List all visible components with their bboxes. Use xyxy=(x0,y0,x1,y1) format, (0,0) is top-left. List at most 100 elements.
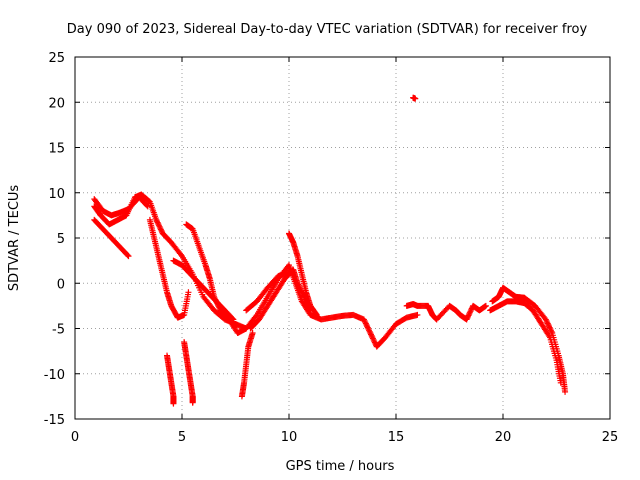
data-point xyxy=(177,251,184,258)
series-peak-10 xyxy=(286,230,320,318)
data-point xyxy=(412,95,419,102)
y-tick-label: -15 xyxy=(44,413,65,428)
data-point xyxy=(464,315,471,322)
data-point xyxy=(465,312,472,319)
data-point xyxy=(364,323,371,330)
y-tick-label: -10 xyxy=(44,368,65,383)
data-point xyxy=(185,289,192,296)
data-point xyxy=(158,227,165,234)
x-tick-label: 10 xyxy=(281,430,298,445)
data-point xyxy=(144,203,151,210)
data-point xyxy=(156,223,163,230)
y-axis-label: SDTVAR / TECUs xyxy=(7,185,22,292)
data-point xyxy=(466,309,473,316)
data-point xyxy=(363,321,370,328)
series-late-secondary xyxy=(487,298,564,386)
data-point xyxy=(562,388,569,395)
data-point xyxy=(313,311,320,318)
data-point xyxy=(249,330,256,337)
data-point xyxy=(154,219,161,226)
data-point xyxy=(155,220,162,227)
series-lower-branch-1 xyxy=(91,216,132,260)
data-point xyxy=(295,282,302,289)
data-point xyxy=(367,330,374,337)
data-point xyxy=(545,321,552,328)
data-point xyxy=(371,339,378,346)
data-point xyxy=(547,327,554,334)
data-point xyxy=(365,325,372,332)
data-point xyxy=(157,225,164,232)
data-point xyxy=(294,280,301,287)
data-point xyxy=(286,269,292,276)
y-tick-label: 10 xyxy=(48,187,65,202)
data-point xyxy=(414,311,421,318)
data-point xyxy=(464,313,471,320)
data-point xyxy=(361,317,368,324)
data-marks xyxy=(91,94,569,407)
data-point xyxy=(366,327,373,334)
data-point xyxy=(153,218,160,225)
data-point xyxy=(544,319,551,326)
x-tick-label: 15 xyxy=(388,430,405,445)
y-tick-label: 0 xyxy=(57,277,65,292)
data-point xyxy=(368,332,375,339)
data-point xyxy=(466,311,473,318)
series-spike-3 xyxy=(238,330,256,400)
series-spike-1 xyxy=(164,352,177,407)
data-point xyxy=(547,325,554,332)
y-tick-label: 15 xyxy=(48,142,65,157)
y-tick-label: 5 xyxy=(57,232,65,247)
data-point xyxy=(230,316,237,323)
data-point xyxy=(362,319,369,326)
data-point xyxy=(546,324,553,331)
x-tick-label: 5 xyxy=(178,430,186,445)
data-point xyxy=(557,379,564,386)
series-outlier xyxy=(410,94,419,102)
series-spike-2 xyxy=(181,339,196,406)
data-point xyxy=(125,253,132,260)
data-point xyxy=(543,317,550,324)
series-late-track xyxy=(489,284,569,395)
data-point xyxy=(468,306,475,313)
data-point xyxy=(463,316,470,323)
data-point xyxy=(295,281,302,288)
x-axis-label: GPS time / hours xyxy=(286,459,395,474)
data-point xyxy=(546,333,553,340)
data-point xyxy=(366,328,373,335)
y-tick-label: 20 xyxy=(48,96,65,111)
data-point xyxy=(189,399,196,406)
data-point xyxy=(369,335,376,342)
axis-ticks: 0 5 10 15 20 25 -15 -10 -5 0 5 10 15 20 25 xyxy=(44,51,619,445)
data-point xyxy=(367,331,374,338)
data-point xyxy=(297,285,304,292)
data-point xyxy=(124,252,131,259)
x-tick-label: 25 xyxy=(602,430,619,445)
data-point xyxy=(360,316,367,323)
series-gap-fragments xyxy=(403,301,489,323)
data-point xyxy=(467,308,474,315)
data-point xyxy=(157,226,164,233)
series-cross-down xyxy=(243,269,292,314)
data-point xyxy=(143,202,150,209)
data-point xyxy=(296,284,303,291)
chart-title: Day 090 of 2023, Sidereal Day-to-day VTE… xyxy=(67,22,588,37)
x-tick-label: 0 xyxy=(71,430,79,445)
data-point xyxy=(298,288,305,295)
data-point xyxy=(542,316,549,323)
data-point xyxy=(229,315,236,322)
data-point xyxy=(170,400,177,407)
series-mid-secondary xyxy=(170,257,237,323)
series-early-drop xyxy=(146,216,192,321)
y-tick-label: 25 xyxy=(48,51,65,66)
data-point xyxy=(544,320,551,327)
x-tick-label: 20 xyxy=(495,430,512,445)
data-point xyxy=(362,320,369,327)
data-point xyxy=(482,302,489,309)
data-point xyxy=(370,336,377,343)
data-point xyxy=(546,323,553,330)
y-tick-label: -5 xyxy=(52,323,65,338)
data-point xyxy=(313,311,320,318)
data-point xyxy=(155,222,162,229)
data-point xyxy=(369,334,376,341)
